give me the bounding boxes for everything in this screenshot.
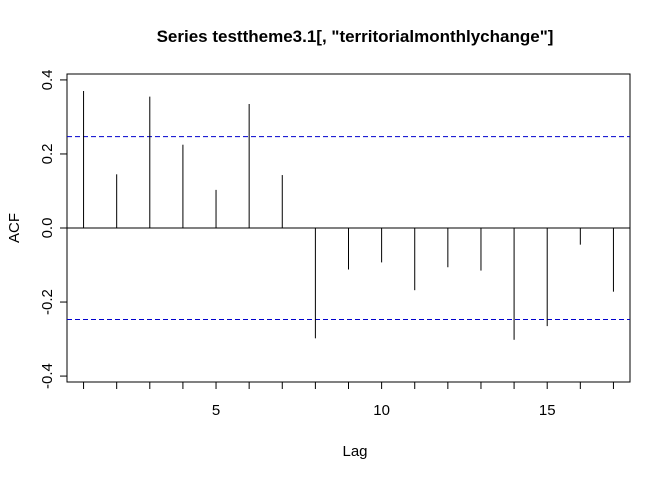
y-axis-label: ACF [6,213,23,243]
y-axis: -0.4 -0.2 0.0 0.2 0.4 [39,69,67,389]
x-tick-label-5: 5 [212,402,220,419]
x-axis: 5 10 15 [83,382,614,419]
y-tick-label-1: -0.2 [39,289,56,315]
chart-title: Series testtheme3.1[, "territorialmonthl… [157,27,554,46]
plot-marks [67,91,630,340]
x-tick-label-10: 10 [373,402,390,419]
y-tick-label-0: -0.4 [39,363,56,389]
x-axis-label: Lag [342,443,367,460]
x-tick-label-15: 15 [539,402,556,419]
y-tick-label-4: 0.4 [39,69,56,90]
y-tick-label-2: 0.0 [39,218,56,239]
y-tick-label-3: 0.2 [39,144,56,165]
